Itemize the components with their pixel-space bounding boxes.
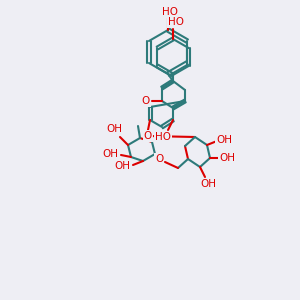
Text: HO: HO — [162, 7, 178, 17]
Text: OH: OH — [114, 161, 130, 171]
Text: HO: HO — [168, 17, 184, 27]
Text: O: O — [142, 96, 150, 106]
Text: OH: OH — [102, 149, 118, 159]
Text: HO: HO — [155, 132, 171, 142]
Text: O: O — [155, 154, 163, 164]
Text: OH: OH — [200, 179, 216, 189]
Text: OH: OH — [106, 124, 122, 134]
Text: O: O — [144, 131, 152, 141]
Text: OH: OH — [216, 135, 232, 145]
Text: OH: OH — [219, 153, 235, 163]
